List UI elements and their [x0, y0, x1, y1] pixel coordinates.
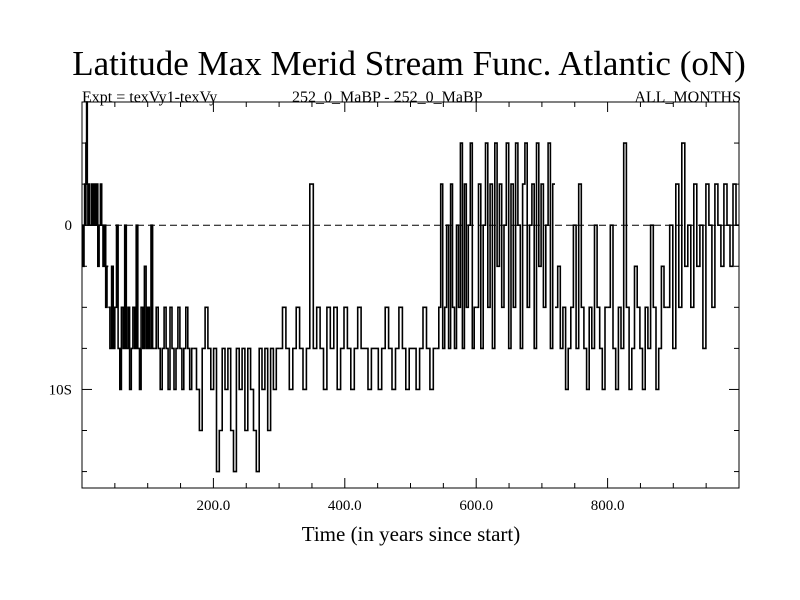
series-0-segment-11 — [666, 142, 739, 350]
axis-layer: 200.0 400.0 600.0 800.0 0 10S — [49, 101, 740, 514]
series-0-segment-7 — [436, 142, 477, 350]
plot-frame — [81, 101, 740, 489]
series-0-segment-2 — [108, 224, 155, 391]
series-0-segment-5 — [279, 183, 365, 391]
data-layer — [81, 101, 739, 473]
series-0-segment-8 — [476, 142, 555, 350]
series-0-segment-9 — [555, 183, 608, 391]
chart-title: Latitude Max Merid Stream Func. Atlantic… — [72, 44, 746, 83]
series-0-segment-4 — [193, 306, 280, 473]
x-tick-label: 200.0 — [197, 498, 231, 514]
x-tick-label: 800.0 — [591, 498, 625, 514]
series-0-segment-6 — [364, 306, 437, 391]
x-tick-label: 600.0 — [459, 498, 493, 514]
x-axis-label: Time (in years since start) — [301, 522, 521, 546]
series-0-segment-1 — [89, 183, 109, 309]
y-tick-label: 10S — [49, 382, 72, 398]
y-tick-label: 0 — [65, 218, 73, 234]
series-0-segment-10 — [607, 142, 667, 391]
series-0-segment-3 — [154, 306, 194, 391]
x-tick-label: 400.0 — [328, 498, 362, 514]
